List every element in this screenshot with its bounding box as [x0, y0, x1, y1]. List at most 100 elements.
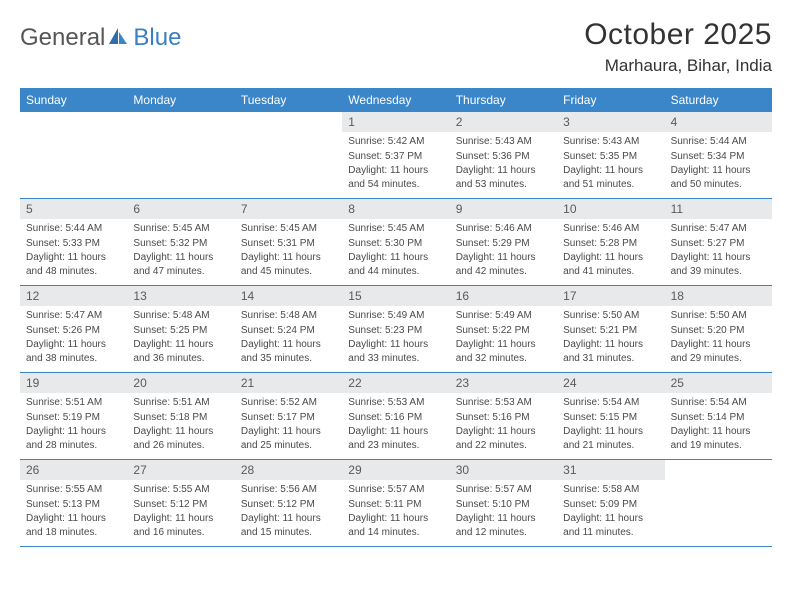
daylight-line: Daylight: 11 hours and 14 minutes. [348, 512, 443, 539]
day-info: Sunrise: 5:54 AMSunset: 5:15 PMDaylight:… [557, 393, 664, 459]
week-row: 26Sunrise: 5:55 AMSunset: 5:13 PMDayligh… [20, 460, 772, 547]
day-cell: 20Sunrise: 5:51 AMSunset: 5:18 PMDayligh… [127, 373, 234, 459]
weeks-container: 1Sunrise: 5:42 AMSunset: 5:37 PMDaylight… [20, 112, 772, 547]
sunrise-line: Sunrise: 5:44 AM [671, 135, 766, 149]
day-cell: 5Sunrise: 5:44 AMSunset: 5:33 PMDaylight… [20, 199, 127, 285]
sunrise-line: Sunrise: 5:43 AM [563, 135, 658, 149]
sunrise-line: Sunrise: 5:45 AM [133, 222, 228, 236]
daylight-line: Daylight: 11 hours and 26 minutes. [133, 425, 228, 452]
day-cell: 21Sunrise: 5:52 AMSunset: 5:17 PMDayligh… [235, 373, 342, 459]
day-cell: 18Sunrise: 5:50 AMSunset: 5:20 PMDayligh… [665, 286, 772, 372]
sunrise-line: Sunrise: 5:53 AM [348, 396, 443, 410]
week-row: 5Sunrise: 5:44 AMSunset: 5:33 PMDaylight… [20, 199, 772, 286]
day-number: 15 [342, 286, 449, 306]
sunset-line: Sunset: 5:28 PM [563, 237, 658, 251]
daylight-line: Daylight: 11 hours and 45 minutes. [241, 251, 336, 278]
week-row: 19Sunrise: 5:51 AMSunset: 5:19 PMDayligh… [20, 373, 772, 460]
daylight-line: Daylight: 11 hours and 50 minutes. [671, 164, 766, 191]
day-cell: 25Sunrise: 5:54 AMSunset: 5:14 PMDayligh… [665, 373, 772, 459]
week-row: 1Sunrise: 5:42 AMSunset: 5:37 PMDaylight… [20, 112, 772, 199]
day-info: Sunrise: 5:54 AMSunset: 5:14 PMDaylight:… [665, 393, 772, 459]
day-number: 18 [665, 286, 772, 306]
daylight-line: Daylight: 11 hours and 38 minutes. [26, 338, 121, 365]
daylight-line: Daylight: 11 hours and 36 minutes. [133, 338, 228, 365]
day-number [127, 112, 234, 132]
day-cell: 6Sunrise: 5:45 AMSunset: 5:32 PMDaylight… [127, 199, 234, 285]
day-cell: 28Sunrise: 5:56 AMSunset: 5:12 PMDayligh… [235, 460, 342, 546]
sunrise-line: Sunrise: 5:55 AM [133, 483, 228, 497]
daylight-line: Daylight: 11 hours and 21 minutes. [563, 425, 658, 452]
day-number: 31 [557, 460, 664, 480]
day-number: 23 [450, 373, 557, 393]
day-number: 3 [557, 112, 664, 132]
day-cell: 2Sunrise: 5:43 AMSunset: 5:36 PMDaylight… [450, 112, 557, 198]
day-header-fri: Friday [557, 88, 664, 112]
sunset-line: Sunset: 5:16 PM [456, 411, 551, 425]
day-number: 20 [127, 373, 234, 393]
day-number: 19 [20, 373, 127, 393]
logo-text-general: General [20, 24, 105, 52]
day-number: 2 [450, 112, 557, 132]
day-cell: 27Sunrise: 5:55 AMSunset: 5:12 PMDayligh… [127, 460, 234, 546]
daylight-line: Daylight: 11 hours and 44 minutes. [348, 251, 443, 278]
daylight-line: Daylight: 11 hours and 53 minutes. [456, 164, 551, 191]
daylight-line: Daylight: 11 hours and 35 minutes. [241, 338, 336, 365]
day-header-thu: Thursday [450, 88, 557, 112]
day-number: 10 [557, 199, 664, 219]
day-cell [665, 460, 772, 546]
sunset-line: Sunset: 5:11 PM [348, 498, 443, 512]
day-cell: 10Sunrise: 5:46 AMSunset: 5:28 PMDayligh… [557, 199, 664, 285]
sunset-line: Sunset: 5:29 PM [456, 237, 551, 251]
sunset-line: Sunset: 5:10 PM [456, 498, 551, 512]
day-info: Sunrise: 5:43 AMSunset: 5:36 PMDaylight:… [450, 132, 557, 198]
sunrise-line: Sunrise: 5:50 AM [563, 309, 658, 323]
daylight-line: Daylight: 11 hours and 12 minutes. [456, 512, 551, 539]
day-number: 17 [557, 286, 664, 306]
sunrise-line: Sunrise: 5:54 AM [671, 396, 766, 410]
daylight-line: Daylight: 11 hours and 11 minutes. [563, 512, 658, 539]
sunrise-line: Sunrise: 5:45 AM [348, 222, 443, 236]
sunset-line: Sunset: 5:12 PM [241, 498, 336, 512]
day-info: Sunrise: 5:45 AMSunset: 5:30 PMDaylight:… [342, 219, 449, 285]
day-info: Sunrise: 5:57 AMSunset: 5:11 PMDaylight:… [342, 480, 449, 546]
daylight-line: Daylight: 11 hours and 15 minutes. [241, 512, 336, 539]
day-info: Sunrise: 5:58 AMSunset: 5:09 PMDaylight:… [557, 480, 664, 546]
day-cell: 12Sunrise: 5:47 AMSunset: 5:26 PMDayligh… [20, 286, 127, 372]
sunrise-line: Sunrise: 5:46 AM [456, 222, 551, 236]
sunrise-line: Sunrise: 5:58 AM [563, 483, 658, 497]
day-cell: 8Sunrise: 5:45 AMSunset: 5:30 PMDaylight… [342, 199, 449, 285]
header: General Blue October 2025 Marhaura, Biha… [20, 18, 772, 76]
sunset-line: Sunset: 5:24 PM [241, 324, 336, 338]
day-cell: 11Sunrise: 5:47 AMSunset: 5:27 PMDayligh… [665, 199, 772, 285]
day-number [665, 460, 772, 480]
week-row: 12Sunrise: 5:47 AMSunset: 5:26 PMDayligh… [20, 286, 772, 373]
sunrise-line: Sunrise: 5:52 AM [241, 396, 336, 410]
calendar: Sunday Monday Tuesday Wednesday Thursday… [20, 88, 772, 547]
daylight-line: Daylight: 11 hours and 39 minutes. [671, 251, 766, 278]
day-info: Sunrise: 5:44 AMSunset: 5:33 PMDaylight:… [20, 219, 127, 285]
day-cell: 31Sunrise: 5:58 AMSunset: 5:09 PMDayligh… [557, 460, 664, 546]
day-number: 5 [20, 199, 127, 219]
day-number: 22 [342, 373, 449, 393]
day-cell [127, 112, 234, 198]
sunrise-line: Sunrise: 5:57 AM [456, 483, 551, 497]
sunset-line: Sunset: 5:15 PM [563, 411, 658, 425]
day-cell: 15Sunrise: 5:49 AMSunset: 5:23 PMDayligh… [342, 286, 449, 372]
daylight-line: Daylight: 11 hours and 51 minutes. [563, 164, 658, 191]
day-info: Sunrise: 5:55 AMSunset: 5:13 PMDaylight:… [20, 480, 127, 546]
day-cell: 24Sunrise: 5:54 AMSunset: 5:15 PMDayligh… [557, 373, 664, 459]
day-cell: 23Sunrise: 5:53 AMSunset: 5:16 PMDayligh… [450, 373, 557, 459]
day-number: 25 [665, 373, 772, 393]
day-number: 16 [450, 286, 557, 306]
daylight-line: Daylight: 11 hours and 29 minutes. [671, 338, 766, 365]
day-cell: 3Sunrise: 5:43 AMSunset: 5:35 PMDaylight… [557, 112, 664, 198]
day-info: Sunrise: 5:49 AMSunset: 5:23 PMDaylight:… [342, 306, 449, 372]
sunset-line: Sunset: 5:14 PM [671, 411, 766, 425]
sunrise-line: Sunrise: 5:55 AM [26, 483, 121, 497]
day-cell: 29Sunrise: 5:57 AMSunset: 5:11 PMDayligh… [342, 460, 449, 546]
sunset-line: Sunset: 5:17 PM [241, 411, 336, 425]
daylight-line: Daylight: 11 hours and 47 minutes. [133, 251, 228, 278]
sunset-line: Sunset: 5:26 PM [26, 324, 121, 338]
sunset-line: Sunset: 5:32 PM [133, 237, 228, 251]
month-title: October 2025 [584, 18, 772, 52]
